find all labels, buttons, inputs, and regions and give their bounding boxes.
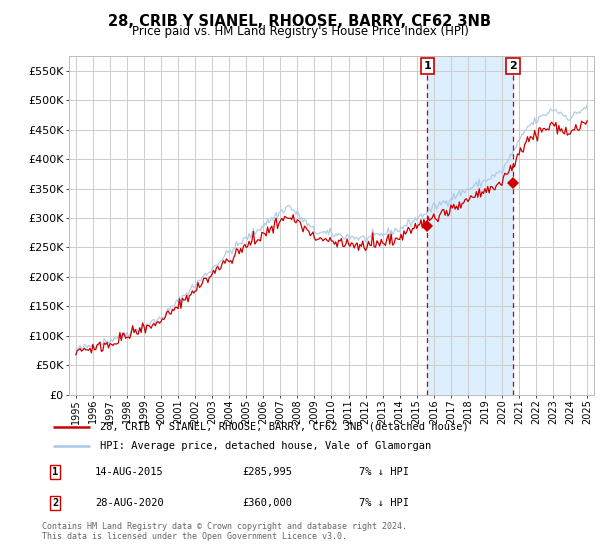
Text: Contains HM Land Registry data © Crown copyright and database right 2024.
This d: Contains HM Land Registry data © Crown c… — [42, 522, 407, 542]
Text: 28, CRIB Y SIANEL, RHOOSE, BARRY, CF62 3NB (detached house): 28, CRIB Y SIANEL, RHOOSE, BARRY, CF62 3… — [100, 422, 469, 432]
Text: 7% ↓ HPI: 7% ↓ HPI — [359, 498, 409, 508]
Bar — [427, 56, 513, 395]
Text: 14-AUG-2015: 14-AUG-2015 — [95, 467, 164, 477]
Text: 28, CRIB Y SIANEL, RHOOSE, BARRY, CF62 3NB: 28, CRIB Y SIANEL, RHOOSE, BARRY, CF62 3… — [109, 14, 491, 29]
Text: £360,000: £360,000 — [242, 498, 293, 508]
Text: HPI: Average price, detached house, Vale of Glamorgan: HPI: Average price, detached house, Vale… — [100, 441, 431, 451]
Text: 28-AUG-2020: 28-AUG-2020 — [95, 498, 164, 508]
Text: 2: 2 — [52, 498, 58, 508]
Text: 1: 1 — [424, 61, 431, 71]
Text: 2: 2 — [509, 61, 517, 71]
Text: £285,995: £285,995 — [242, 467, 293, 477]
Text: Price paid vs. HM Land Registry's House Price Index (HPI): Price paid vs. HM Land Registry's House … — [131, 25, 469, 38]
Text: 7% ↓ HPI: 7% ↓ HPI — [359, 467, 409, 477]
Text: 1: 1 — [52, 467, 58, 477]
